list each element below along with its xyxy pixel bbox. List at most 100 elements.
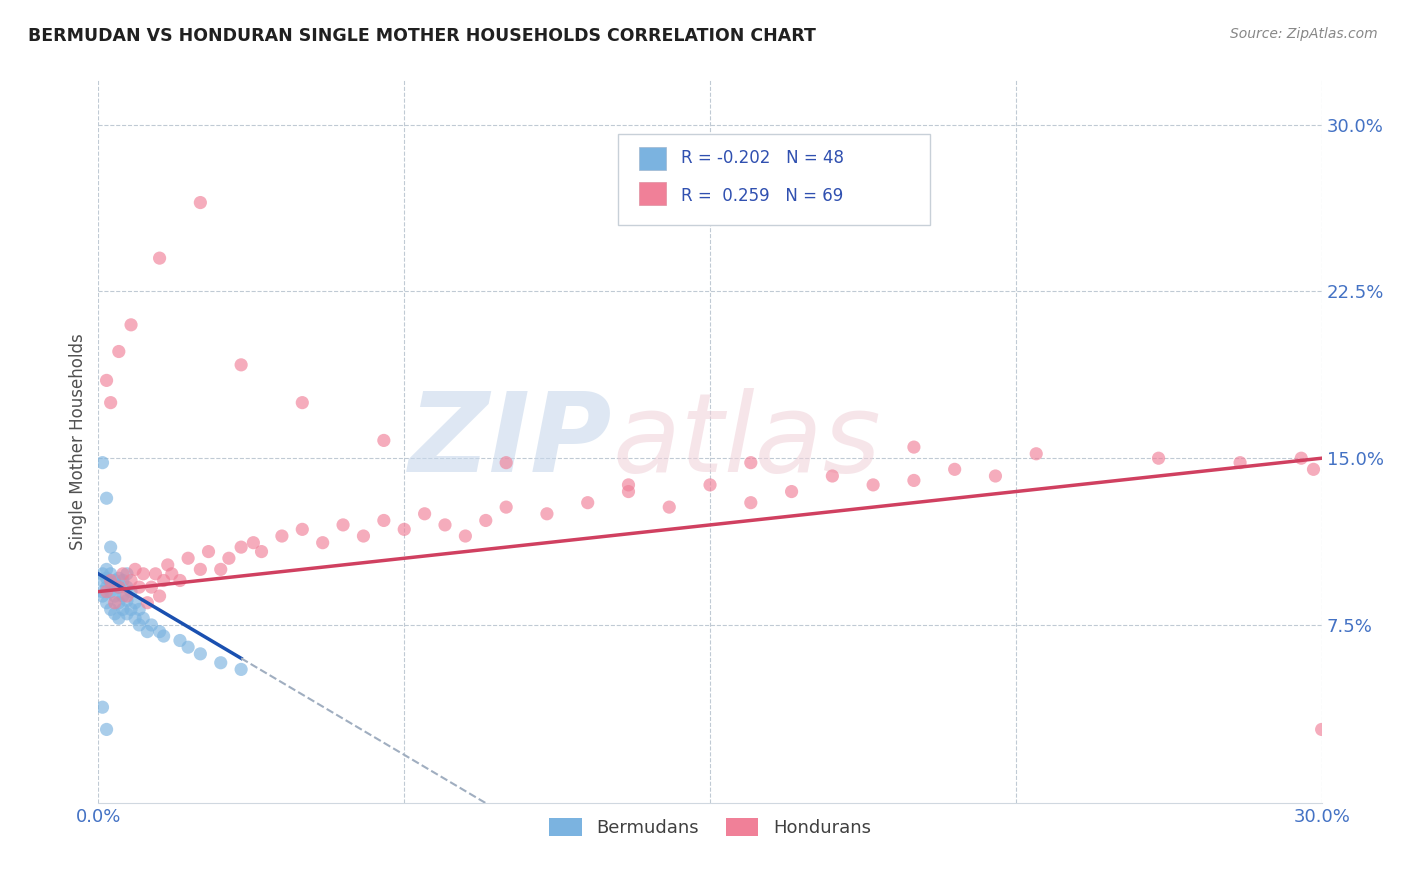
Point	[242, 535, 264, 549]
Point	[1147, 451, 1170, 466]
Point	[160, 566, 183, 581]
Text: BERMUDAN VS HONDURAN SINGLE MOTHER HOUSEHOLDS CORRELATION CHART: BERMUDAN VS HONDURAN SINGLE MOTHER HOUSE…	[28, 27, 815, 45]
Point	[96, 723, 118, 737]
Point	[392, 522, 416, 536]
Point	[352, 529, 374, 543]
Point	[862, 478, 884, 492]
Text: Source: ZipAtlas.com: Source: ZipAtlas.com	[1230, 27, 1378, 41]
Point	[780, 484, 803, 499]
Point	[91, 700, 114, 714]
Point	[231, 540, 253, 554]
Point	[177, 551, 200, 566]
Point	[943, 462, 966, 476]
Point	[617, 484, 640, 499]
Point	[100, 540, 122, 554]
Point	[576, 496, 599, 510]
Point	[903, 440, 925, 454]
Point	[903, 474, 925, 488]
Point	[658, 500, 681, 515]
Point	[96, 584, 118, 599]
Point	[291, 522, 314, 536]
Y-axis label: Single Mother Households: Single Mother Households	[69, 334, 87, 549]
Point	[821, 469, 844, 483]
Point	[111, 574, 134, 588]
Point	[156, 558, 179, 572]
Point	[104, 551, 127, 566]
Text: atlas: atlas	[612, 388, 880, 495]
Point	[108, 596, 131, 610]
Point	[149, 589, 172, 603]
Point	[332, 517, 354, 532]
Point	[120, 318, 142, 332]
Point	[115, 607, 138, 621]
Point	[96, 373, 118, 387]
Point	[536, 507, 558, 521]
Point	[132, 566, 155, 581]
Point	[1229, 456, 1251, 470]
Point	[111, 566, 134, 581]
Point	[104, 607, 127, 621]
Point	[740, 496, 762, 510]
Point	[1310, 723, 1333, 737]
Point	[120, 584, 142, 599]
Point	[136, 624, 159, 639]
Point	[291, 395, 314, 409]
Point	[169, 574, 191, 588]
Point	[96, 491, 118, 506]
Point	[96, 596, 118, 610]
Point	[495, 456, 517, 470]
Point	[149, 251, 172, 265]
Point	[96, 562, 118, 576]
Point	[108, 580, 131, 594]
Point	[177, 640, 200, 655]
Point	[270, 529, 294, 543]
Point	[124, 562, 146, 576]
Point	[145, 566, 167, 581]
Point	[218, 551, 240, 566]
Point	[120, 602, 142, 616]
Point	[231, 662, 253, 676]
FancyBboxPatch shape	[640, 182, 666, 205]
Point	[495, 500, 517, 515]
Point	[1025, 447, 1047, 461]
Legend: Bermudans, Hondurans: Bermudans, Hondurans	[541, 811, 879, 845]
Point	[617, 478, 640, 492]
Point	[91, 584, 114, 599]
Point	[104, 589, 127, 603]
Point	[104, 574, 127, 588]
Text: R =  0.259   N = 69: R = 0.259 N = 69	[681, 187, 844, 205]
Point	[96, 571, 118, 585]
Point	[115, 580, 138, 594]
Point	[231, 358, 253, 372]
Point	[373, 434, 395, 448]
Point	[100, 584, 122, 599]
Point	[188, 647, 212, 661]
Text: ZIP: ZIP	[409, 388, 612, 495]
Point	[91, 456, 114, 470]
Point	[250, 544, 273, 558]
Point	[373, 513, 395, 527]
Point	[108, 344, 131, 359]
Point	[699, 478, 721, 492]
Point	[136, 596, 159, 610]
Point	[108, 611, 131, 625]
Point	[413, 507, 436, 521]
Point	[91, 566, 114, 581]
Point	[474, 513, 498, 527]
Point	[100, 575, 122, 590]
Point	[100, 574, 122, 588]
Point	[100, 566, 122, 581]
Point	[1302, 462, 1324, 476]
Point	[152, 574, 174, 588]
Point	[115, 589, 138, 603]
Point	[111, 602, 134, 616]
Point	[434, 517, 457, 532]
Point	[111, 589, 134, 603]
Point	[740, 456, 762, 470]
Point	[984, 469, 1007, 483]
Point	[188, 562, 212, 576]
Point	[124, 611, 146, 625]
Point	[209, 656, 232, 670]
Point	[128, 580, 150, 594]
FancyBboxPatch shape	[619, 135, 931, 225]
